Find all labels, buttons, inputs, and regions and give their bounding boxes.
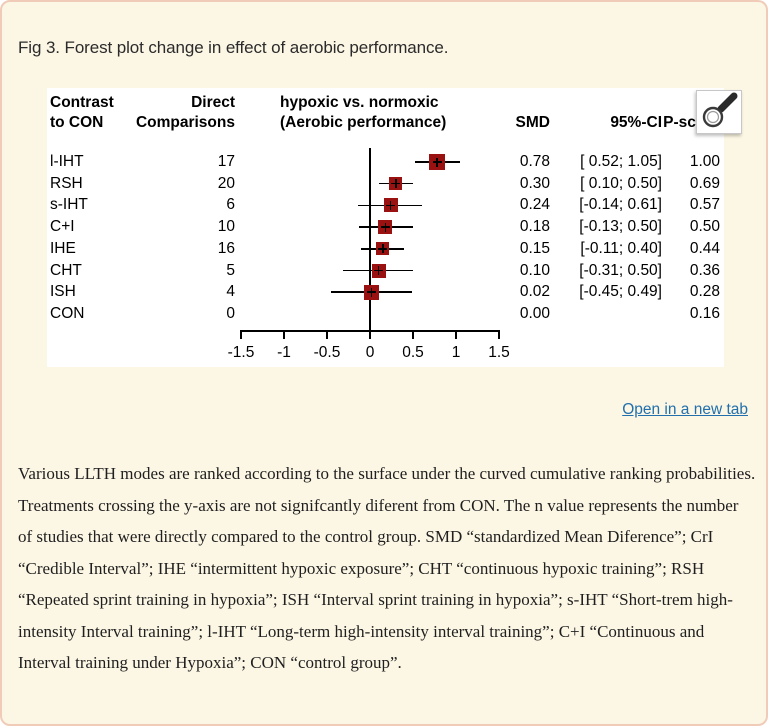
row-pscore: 0.36	[689, 261, 720, 279]
row-smd: 0.10	[519, 261, 550, 279]
axis-tick-label: -0.5	[313, 344, 341, 361]
row-n: 6	[226, 196, 235, 214]
marker-cross-h	[386, 204, 396, 207]
axis-tick	[455, 330, 457, 339]
row-n: 16	[217, 239, 235, 257]
axis-tick	[498, 330, 500, 339]
header-plot-line1: hypoxic vs. normoxic	[280, 94, 439, 111]
header-smd: SMD	[515, 114, 550, 131]
row-n: 10	[217, 218, 235, 236]
zero-line	[369, 148, 371, 330]
row-ci: [ 0.10; 0.50]	[580, 174, 662, 192]
marker-cross-h	[367, 291, 377, 293]
row-smd: 0.02	[519, 283, 550, 301]
row-ci: [-0.45; 0.49]	[579, 283, 662, 301]
row-label: CON	[50, 304, 85, 322]
row-pscore: 0.16	[689, 304, 720, 322]
row-label: l-IHT	[50, 153, 84, 170]
header-direct: Direct	[191, 94, 235, 111]
row-smd: 0.24	[519, 196, 550, 214]
axis-tick-label: 1	[451, 344, 461, 361]
header-plot-line2: (Aerobic performance)	[280, 114, 447, 131]
row-n: 20	[217, 174, 235, 192]
header-contrast: Contrast	[50, 94, 114, 111]
marker-cross-h	[432, 161, 442, 163]
open-in-new-tab-link[interactable]: Open in a new tab	[622, 401, 748, 418]
zoom-cursor-icon[interactable]	[696, 90, 742, 134]
figure-caption: Various LLTH modes are ranked according …	[18, 464, 756, 672]
row-n: 17	[217, 153, 235, 170]
row-pscore: 0.28	[689, 283, 720, 301]
row-ci: [-0.13; 0.50]	[579, 218, 662, 236]
axis-tick-label: -1.5	[227, 344, 255, 361]
header-to-con: to CON	[50, 114, 104, 131]
row-smd: 0.15	[519, 239, 550, 257]
marker-cross-h	[378, 248, 388, 250]
axis-tick-label: -1	[277, 344, 291, 361]
row-ci: [-0.11; 0.40]	[580, 239, 662, 257]
row-label: C+I	[50, 218, 75, 236]
axis-tick	[326, 330, 328, 339]
row-label: s-IHT	[50, 196, 88, 214]
row-smd: 0.30	[519, 174, 550, 192]
axis-tick	[369, 330, 371, 339]
row-ci: [-0.31; 0.50]	[579, 261, 662, 279]
row-smd: 0.78	[519, 153, 550, 170]
row-pscore: 1.00	[689, 153, 720, 170]
marker-cross-h	[380, 226, 390, 228]
magnifier-glyph	[702, 92, 738, 128]
row-pscore: 0.57	[689, 196, 720, 214]
row-n: 5	[226, 261, 235, 279]
row-pscore: 0.69	[689, 174, 720, 192]
axis-tick-label: 0	[365, 344, 375, 361]
row-smd: 0.00	[519, 304, 550, 322]
marker-cross-h	[391, 182, 401, 185]
header-ci: 95%-CI	[610, 114, 662, 131]
row-ci	[542, 304, 662, 324]
axis-tick	[412, 330, 414, 339]
axis-tick-label: 1.5	[488, 344, 510, 361]
row-ci: [-0.14; 0.61]	[579, 196, 662, 214]
row-n: 0	[226, 304, 235, 322]
forest-plot-figure[interactable]: Contrast to CON Direct Comparisons hypox…	[47, 88, 724, 367]
axis-tick	[240, 330, 242, 339]
axis-tick-label: 0.5	[402, 344, 424, 361]
figure-title: Fig 3. Forest plot change in effect of a…	[18, 38, 449, 57]
marker-cross-h	[374, 269, 384, 272]
row-n: 4	[226, 283, 235, 301]
header-comparisons: Comparisons	[135, 114, 235, 131]
row-label: RSH	[50, 174, 83, 192]
row-label: CHT	[50, 261, 82, 279]
row-ci: [ 0.52; 1.05]	[580, 153, 662, 170]
axis-tick	[283, 330, 285, 339]
row-pscore: 0.44	[689, 239, 720, 257]
row-label: IHE	[50, 239, 76, 257]
row-pscore: 0.50	[689, 218, 720, 236]
row-smd: 0.18	[519, 218, 550, 236]
row-label: ISH	[50, 283, 76, 301]
